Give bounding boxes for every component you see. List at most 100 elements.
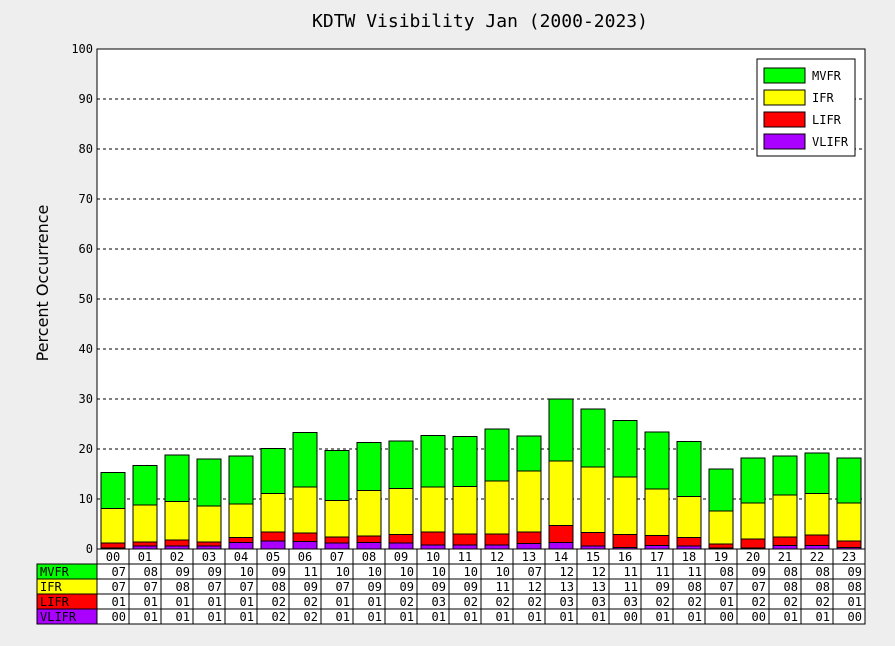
table-cell-value: 10 <box>400 565 414 579</box>
bar-mvfr-08 <box>356 442 382 491</box>
table-cell-value: 01 <box>816 610 830 624</box>
table-cell-value: 01 <box>528 610 542 624</box>
legend-label-ifr: IFR <box>812 91 834 105</box>
x-tick-label: 20 <box>746 550 760 564</box>
legend-label-lifr: LIFR <box>812 113 842 127</box>
table-cell-value: 01 <box>368 595 382 609</box>
table-cell-value: 07 <box>752 580 766 594</box>
x-tick-label: 09 <box>394 550 408 564</box>
table-cell-value: 08 <box>144 565 158 579</box>
table-cell-value: 01 <box>240 595 254 609</box>
x-tick-label: 00 <box>106 550 120 564</box>
table-cell-value: 01 <box>112 595 126 609</box>
table-cell-value: 07 <box>240 580 254 594</box>
table-cell-value: 13 <box>560 580 574 594</box>
y-tick-label: 0 <box>86 542 93 556</box>
bar-lifr-15 <box>580 532 606 547</box>
table-cell-value: 09 <box>208 565 222 579</box>
x-tick-label: 01 <box>138 550 152 564</box>
table-cell-value: 09 <box>272 565 286 579</box>
y-axis-ticks: 0 10 20 30 40 50 60 70 80 90 100 <box>71 42 93 556</box>
bar-ifr-17 <box>644 488 670 536</box>
table-cell-value: 01 <box>464 610 478 624</box>
table-cell-value: 09 <box>432 580 446 594</box>
bar-lifr-08 <box>356 535 382 543</box>
table-cell-value: 08 <box>816 580 830 594</box>
x-tick-label: 02 <box>170 550 184 564</box>
legend: MVFR IFR LIFR VLIFR <box>756 58 856 157</box>
x-tick-label: 07 <box>330 550 344 564</box>
table-cell-value: 08 <box>848 580 862 594</box>
table-cell-value: 10 <box>368 565 382 579</box>
x-tick-label: 21 <box>778 550 792 564</box>
bar-mvfr-02 <box>164 454 190 502</box>
bar-mvfr-21 <box>772 455 798 496</box>
table-cell-value: 01 <box>496 610 510 624</box>
table-cell-value: 07 <box>144 580 158 594</box>
table-cell-value: 02 <box>656 595 670 609</box>
legend-swatch-vlifr <box>763 133 806 150</box>
y-tick-label: 60 <box>79 242 93 256</box>
table-cell-value: 12 <box>560 565 574 579</box>
table-cell-value: 00 <box>624 610 638 624</box>
table-cell-value: 02 <box>784 595 798 609</box>
table-cell-value: 11 <box>304 565 318 579</box>
bar-lifr-12 <box>484 533 510 546</box>
bar-lifr-17 <box>644 535 670 546</box>
bar-lifr-09 <box>388 534 414 544</box>
table-cell-value: 13 <box>592 580 606 594</box>
bar-mvfr-18 <box>676 441 702 497</box>
bar-ifr-06 <box>292 486 318 534</box>
table-cell-value: 11 <box>688 565 702 579</box>
bar-vlifr-04 <box>228 542 254 550</box>
table-cell-value: 02 <box>752 595 766 609</box>
table-cell-value: 01 <box>720 595 734 609</box>
bar-vlifr-14 <box>548 542 574 550</box>
table-cell-value: 09 <box>304 580 318 594</box>
bar-vlifr-17 <box>644 545 670 550</box>
table-cell-value: 10 <box>464 565 478 579</box>
x-tick-label: 04 <box>234 550 248 564</box>
bar-ifr-09 <box>388 488 414 535</box>
x-tick-label: 05 <box>266 550 280 564</box>
legend-swatch-ifr <box>763 89 806 106</box>
table-cell-value: 01 <box>656 610 670 624</box>
y-tick-label: 10 <box>79 492 93 506</box>
table-cell-value: 01 <box>240 610 254 624</box>
bar-mvfr-07 <box>324 450 350 501</box>
table-cell-value: 01 <box>144 595 158 609</box>
y-tick-label: 100 <box>71 42 93 56</box>
row-label-mvfr: MVFR <box>40 565 70 579</box>
table-cell-value: 09 <box>656 580 670 594</box>
x-tick-label: 06 <box>298 550 312 564</box>
bar-ifr-10 <box>420 486 446 533</box>
bar-mvfr-04 <box>228 455 254 505</box>
bar-lifr-22 <box>804 534 830 546</box>
table-cell-value: 00 <box>848 610 862 624</box>
table-cell-value: 01 <box>560 610 574 624</box>
y-tick-label: 70 <box>79 192 93 206</box>
bar-lifr-01 <box>132 541 158 547</box>
table-cell-value: 01 <box>208 595 222 609</box>
bar-vlifr-09 <box>388 542 414 550</box>
table-cell-value: 07 <box>112 565 126 579</box>
bar-mvfr-00 <box>100 472 126 509</box>
bar-lifr-11 <box>452 533 478 546</box>
bar-ifr-05 <box>260 493 286 533</box>
table-cell-value: 10 <box>336 565 350 579</box>
table-cell-value: 10 <box>240 565 254 579</box>
bar-mvfr-06 <box>292 432 318 488</box>
legend-swatch-lifr <box>763 111 806 128</box>
bar-lifr-21 <box>772 536 798 546</box>
table-cell-value: 03 <box>432 595 446 609</box>
table-cell-value: 02 <box>464 595 478 609</box>
x-tick-label: 13 <box>522 550 536 564</box>
table-cell-value: 09 <box>368 580 382 594</box>
bar-ifr-20 <box>740 502 766 540</box>
table-cell-value: 11 <box>624 580 638 594</box>
bar-ifr-12 <box>484 480 510 535</box>
table-cell-value: 03 <box>592 595 606 609</box>
table-cell-value: 11 <box>656 565 670 579</box>
table-cell-value: 01 <box>400 610 414 624</box>
bar-vlifr-08 <box>356 542 382 550</box>
